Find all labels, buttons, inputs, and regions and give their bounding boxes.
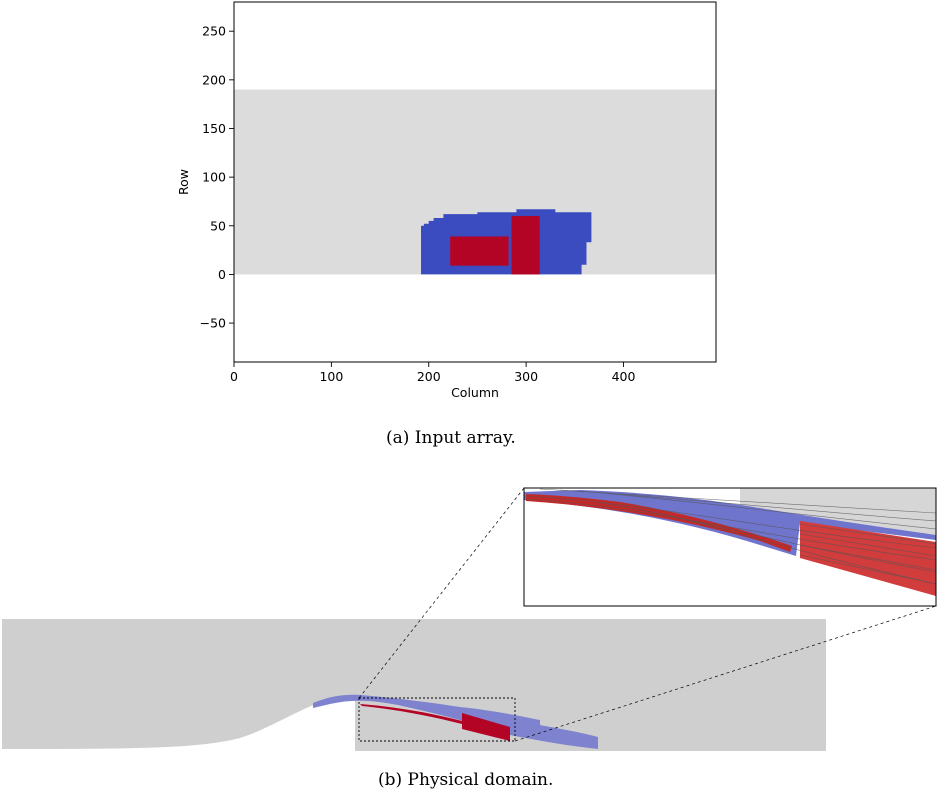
inset-frame [523, 487, 937, 607]
x-axis-label: Column [451, 385, 499, 400]
caption-b: (b) Physical domain. [378, 770, 554, 790]
y-tick-label: 150 [202, 121, 226, 136]
y-tick-label: 0 [218, 267, 226, 282]
zoom-connector-left [358, 487, 525, 699]
x-tick-label: 300 [514, 369, 538, 384]
blue-layer [313, 694, 598, 749]
y-tick-label: −50 [200, 316, 226, 331]
x-tick-label: 200 [417, 369, 441, 384]
region-red-3 [511, 216, 540, 275]
x-tick-label: 100 [319, 369, 343, 384]
y-tick-label: 200 [202, 72, 226, 87]
y-tick-label: 100 [202, 170, 226, 185]
plot-frame [233, 1, 717, 363]
zoom-inset [523, 487, 937, 607]
y-tick-label: 50 [210, 218, 226, 233]
y-axis-label: Row [176, 169, 191, 195]
zoom-region [358, 697, 516, 742]
caption-a: (a) Input array. [386, 428, 516, 448]
domain-bump-cutout [2, 697, 355, 751]
y-tick-label: 250 [202, 24, 226, 39]
x-tick-label: 400 [612, 369, 636, 384]
region-red-2 [450, 236, 509, 266]
red-strip [360, 704, 462, 724]
inset-grey-region [740, 488, 936, 535]
input-array-plot: 0 100 200 300 400 −50 0 50 100 150 200 250 Column Row [176, 1, 717, 400]
x-tick-label: 0 [230, 369, 238, 384]
red-block [462, 713, 510, 741]
domain-background [2, 619, 826, 751]
zoom-connector-right [514, 605, 937, 742]
inset-red-strip [526, 494, 792, 552]
inset-mesh-lines [525, 488, 936, 585]
physical-domain-plot [2, 487, 937, 751]
